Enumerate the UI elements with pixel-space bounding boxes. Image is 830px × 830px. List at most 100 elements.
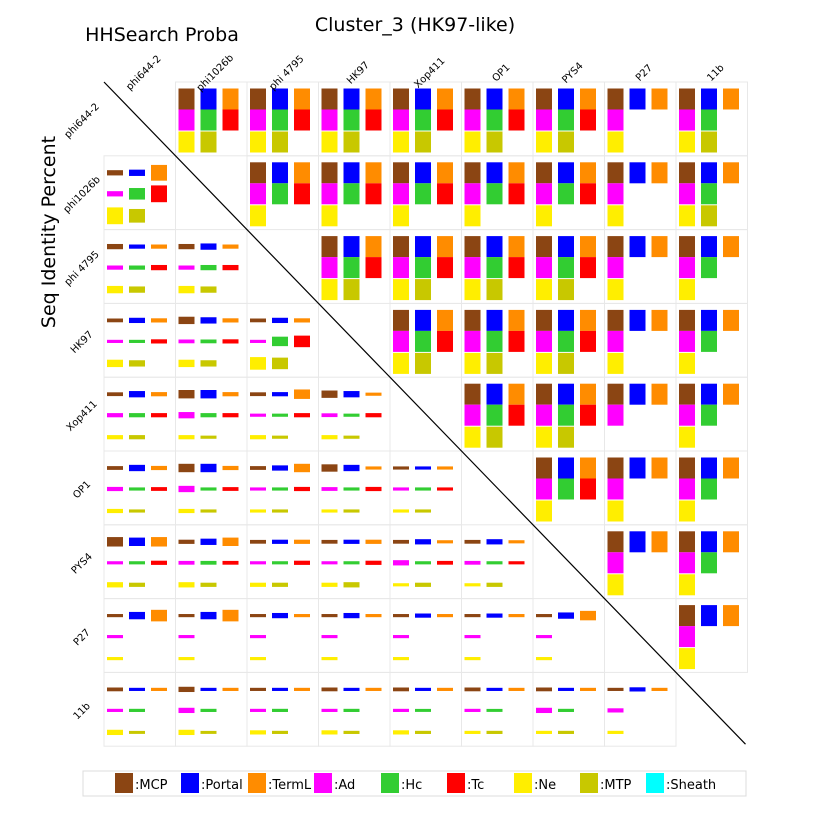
bar-ne: [107, 435, 123, 440]
bar-portal: [415, 539, 431, 545]
row-label: 11b: [72, 701, 93, 722]
cell-OP1-Xop411: [393, 466, 453, 513]
cell-OP1-PYS4: [536, 457, 596, 522]
bar-ne: [107, 207, 123, 225]
bar-terml: [437, 540, 453, 544]
bar-ne: [464, 426, 481, 448]
bar-tc: [508, 330, 525, 352]
bar-hc: [558, 183, 574, 205]
cell-PYS4-OP1: [464, 539, 525, 587]
bar-ad: [250, 635, 266, 639]
bar-mcp: [679, 88, 695, 110]
bar-ne: [464, 131, 481, 153]
row-label: Xop411: [65, 399, 100, 434]
bar-ne: [607, 205, 624, 227]
bar-ad: [536, 330, 552, 352]
bar-mcp: [679, 309, 695, 331]
legend-label-ne: :Ne: [534, 778, 556, 793]
bar-portal: [272, 162, 288, 184]
bar-ad: [321, 561, 338, 565]
bar-hc: [486, 183, 503, 205]
bar-portal: [343, 162, 360, 184]
bar-ad: [178, 635, 195, 639]
bar-tc: [437, 257, 453, 279]
bar-terml: [294, 539, 310, 544]
bar-hc: [129, 265, 145, 270]
bar-portal: [272, 392, 288, 397]
bar-tc: [294, 486, 310, 492]
bar-ne: [536, 279, 552, 301]
bar-mcp: [321, 162, 338, 184]
bar-portal: [343, 612, 360, 619]
bar-hc: [129, 413, 145, 418]
bar-hc: [701, 109, 717, 131]
bar-portal: [629, 88, 646, 110]
bar-hc: [558, 478, 574, 500]
bar-portal: [129, 537, 145, 546]
cell-Xop411-OP1: [464, 383, 525, 448]
bar-ad: [607, 330, 624, 352]
bar-mcp: [679, 236, 695, 258]
bar-ad: [321, 487, 338, 491]
bar-ad: [393, 257, 409, 279]
bar-ne: [679, 648, 695, 670]
bar-ne: [464, 657, 481, 661]
bar-terml: [723, 309, 739, 331]
bar-portal: [629, 687, 646, 692]
bar-portal: [343, 391, 360, 398]
bar-portal: [272, 539, 288, 544]
bar-tc: [294, 183, 310, 205]
bar-mcp: [607, 162, 624, 184]
bar-ad: [250, 561, 266, 565]
bar-mcp: [107, 614, 123, 618]
bar-hc: [200, 487, 217, 491]
bar-ad: [178, 707, 195, 714]
bar-terml: [723, 236, 739, 258]
bar-hc: [415, 183, 431, 205]
bar-mcp: [464, 88, 481, 110]
bar-ad: [321, 183, 338, 205]
cell-phi1026b-phi 4795: [250, 162, 310, 227]
bar-terml: [508, 383, 525, 405]
bar-terml: [151, 164, 167, 181]
bar-mtp: [272, 509, 288, 513]
cell-P27-Xop411: [393, 613, 453, 661]
bar-mtp: [129, 286, 145, 293]
legend-label-portal: :Portal: [201, 778, 243, 793]
cell-OP1-phi 4795: [250, 463, 310, 513]
bar-ad: [536, 635, 552, 639]
bar-terml: [222, 609, 239, 622]
bar-portal: [200, 611, 217, 620]
bar-portal: [486, 613, 503, 618]
cell-phi 4795-HK97: [321, 236, 382, 301]
bar-hc: [343, 183, 360, 205]
row-labels: phi644-2 phi1026b phi 4795 HK97 Xop411 OP1 PYS…: [62, 101, 103, 722]
matrix-cells: [107, 88, 739, 736]
bar-portal: [701, 162, 717, 184]
cell-HK97-phi 4795: [250, 317, 310, 370]
cell-PYS4-phi1026b: [178, 537, 239, 588]
cell-P27-phi644-2: [107, 609, 167, 661]
bar-mtp: [486, 279, 503, 301]
cell-PYS4-Xop411: [393, 539, 453, 587]
bar-tc: [365, 413, 382, 418]
bar-ne: [536, 426, 552, 448]
bar-portal: [129, 169, 145, 176]
bar-hc: [701, 552, 717, 574]
bar-hc: [343, 413, 360, 417]
cell-OP1-HK97: [321, 464, 382, 513]
cell-Xop411-phi 4795: [250, 389, 310, 440]
bar-ad: [321, 109, 338, 131]
bar-hc: [272, 561, 288, 565]
cell-PYS4-phi644-2: [107, 537, 167, 588]
bar-ad: [679, 626, 695, 648]
bar-ne: [393, 509, 409, 513]
bar-hc: [272, 109, 288, 131]
bar-portal: [200, 317, 217, 324]
bar-ne: [536, 352, 552, 374]
bar-mtp: [129, 730, 145, 734]
bar-terml: [508, 687, 525, 691]
bar-portal: [343, 539, 360, 544]
bar-ad: [464, 183, 481, 205]
bar-hc: [415, 330, 431, 352]
